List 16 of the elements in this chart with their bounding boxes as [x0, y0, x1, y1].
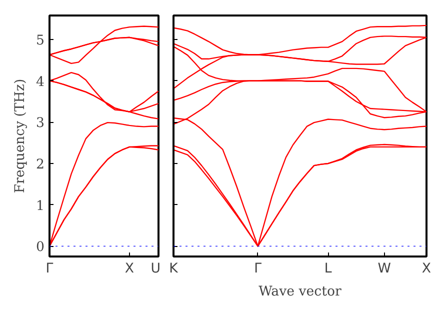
- x-tick-label: L: [324, 262, 332, 276]
- x-tick-label: X: [422, 262, 432, 276]
- x-tick-label: K: [169, 262, 180, 276]
- y-tick-label: 1: [36, 198, 45, 214]
- y-tick-label: 5: [36, 33, 45, 48]
- y-tick-label: 3: [36, 116, 45, 132]
- x-tick-label: X: [124, 262, 134, 276]
- x-tick-label: Γ: [46, 262, 54, 276]
- x-axis-title: Wave vector: [258, 284, 342, 300]
- y-tick-label: 2: [36, 157, 45, 172]
- y-axis-title: Frequency (THz): [13, 78, 28, 194]
- x-tick-label: Γ: [254, 262, 262, 276]
- y-tick-label: 0: [36, 240, 45, 256]
- x-tick-label: U: [150, 262, 161, 276]
- y-tick-label: 4: [36, 74, 45, 90]
- x-tick-label: W: [378, 262, 391, 276]
